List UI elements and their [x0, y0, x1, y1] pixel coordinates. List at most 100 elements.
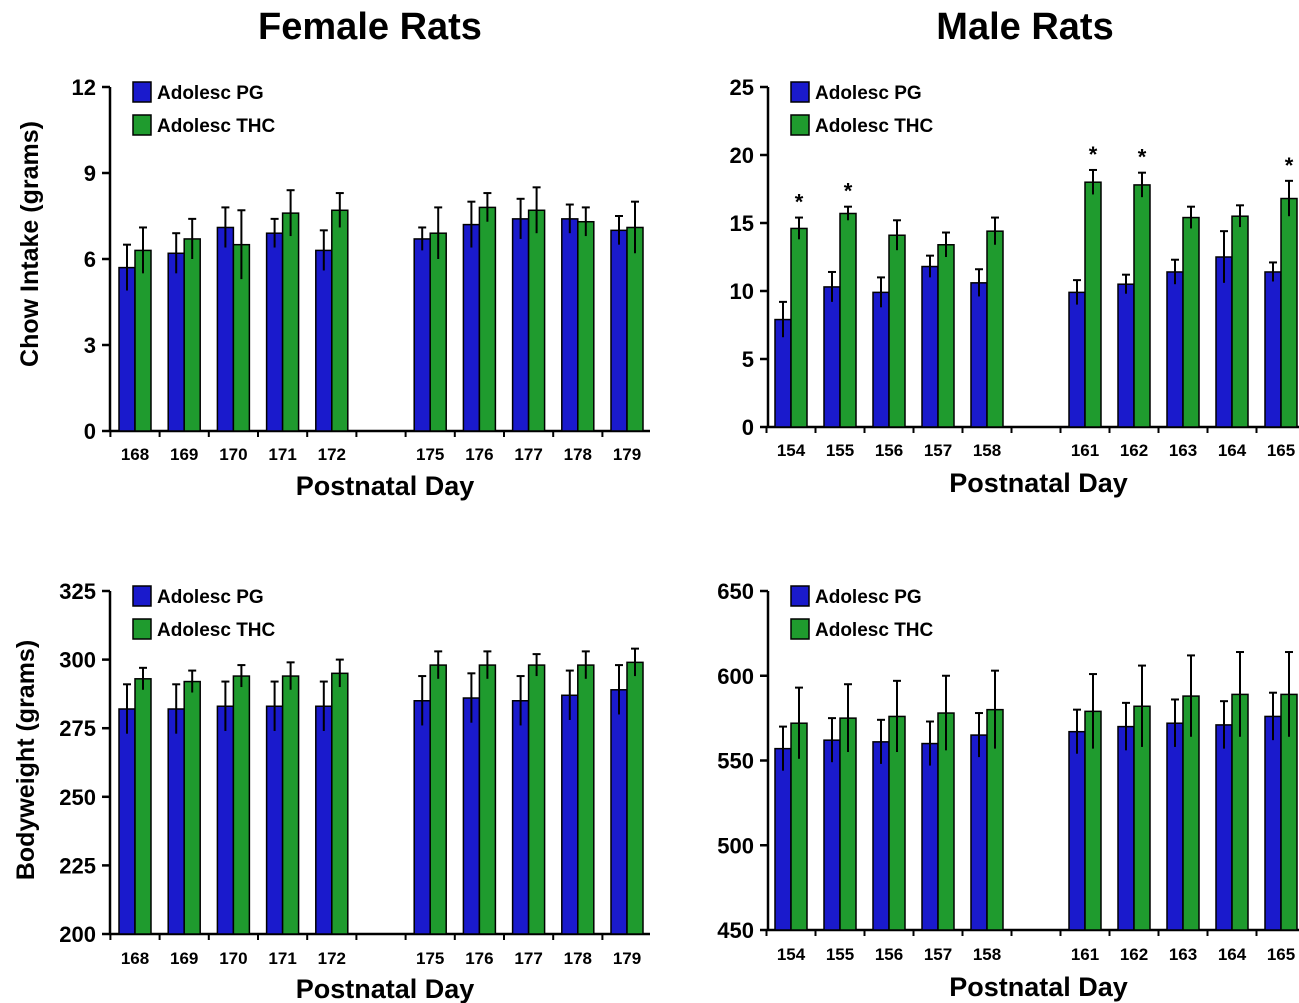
y-tick-label: 5	[742, 347, 754, 372]
bar-pg-176	[462, 697, 481, 935]
bar-pg-163	[1166, 271, 1184, 428]
x-tick-label: 179	[613, 445, 641, 464]
x-tick-label: 161	[1071, 945, 1099, 964]
bar-thc-158	[986, 230, 1004, 428]
legend-swatch-pg	[790, 81, 810, 103]
legend-label-pg: Adolesc PG	[815, 83, 922, 104]
bar-pg-162	[1117, 725, 1135, 931]
chart-female-weight: 200 225 250 275 300 325 168 169 170 171 172 175 176 1…	[12, 579, 650, 1003]
x-tick-label: 158	[973, 945, 1001, 964]
bar-pg-179	[610, 229, 628, 432]
legend-swatch-pg	[790, 585, 810, 607]
y-tick-label: 500	[717, 833, 754, 858]
x-tick-label: 164	[1218, 945, 1247, 964]
x-tick-label: 169	[170, 949, 198, 968]
bar-pg-156	[872, 741, 890, 931]
bar-thc-176	[478, 664, 497, 935]
bar-pg-171	[265, 232, 284, 432]
bar-thc-155	[839, 212, 857, 428]
y-tick-label: 550	[717, 749, 754, 774]
bar-thc-165	[1280, 197, 1298, 428]
y-tick-label: 250	[59, 785, 96, 810]
legend-swatch-thc	[790, 114, 810, 136]
bar-thc-161	[1084, 181, 1102, 428]
bar-pg-179	[610, 689, 628, 935]
bar-pg-175	[413, 238, 431, 432]
female-column-title: Female Rats	[258, 6, 482, 48]
x-tick-label: 175	[416, 949, 444, 968]
bar-thc-162	[1133, 184, 1151, 428]
y-tick-label: 9	[84, 161, 96, 186]
x-tick-label: 155	[826, 945, 854, 964]
legend-label-thc: Adolesc THC	[815, 116, 934, 137]
bar-thc-177	[527, 664, 546, 935]
bar-pg-158	[970, 734, 988, 931]
x-tick-label: 176	[465, 949, 493, 968]
x-tick-label: 177	[514, 949, 542, 968]
x-tick-label: 156	[875, 945, 903, 964]
legend-label-pg: Adolesc PG	[157, 83, 264, 104]
bar-thc-157	[937, 244, 955, 428]
y-tick-label: 450	[717, 918, 754, 943]
x-tick-label: 177	[514, 445, 542, 464]
y-axis-label: Chow Intake (grams)	[16, 121, 44, 367]
x-axis-label: Postnatal Day	[949, 468, 1128, 498]
y-tick-label: 225	[59, 853, 96, 878]
bar-pg-156	[872, 291, 890, 428]
x-axis-label: Postnatal Day	[949, 972, 1128, 1002]
bar-thc-175	[429, 664, 447, 935]
y-tick-label: 600	[717, 664, 754, 689]
legend-swatch-thc	[790, 618, 810, 640]
x-tick-label: 162	[1120, 441, 1148, 460]
x-tick-label: 157	[924, 441, 952, 460]
bar-thc-178	[577, 220, 595, 432]
bar-pg-158	[970, 282, 988, 428]
male-column-title: Male Rats	[936, 6, 1114, 48]
x-tick-label: 157	[924, 945, 952, 964]
bar-pg-161	[1068, 291, 1086, 428]
bar-thc-171	[281, 675, 300, 935]
x-tick-label: 154	[777, 945, 806, 964]
bar-thc-178	[577, 664, 595, 935]
bar-pg-177	[511, 700, 530, 935]
x-tick-label: 154	[777, 441, 806, 460]
bar-pg-172	[315, 249, 333, 432]
y-tick-label: 25	[730, 75, 754, 100]
x-tick-label: 172	[318, 445, 346, 464]
x-tick-label: 165	[1267, 945, 1295, 964]
legend-label-pg: Adolesc PG	[815, 587, 922, 608]
x-tick-label: 165	[1267, 441, 1295, 460]
bar-pg-172	[315, 705, 333, 935]
significance-marker: *	[1285, 153, 1294, 178]
y-tick-label: 6	[84, 247, 96, 272]
bar-pg-154	[774, 747, 792, 931]
y-tick-label: 200	[59, 922, 96, 947]
bar-thc-179	[626, 226, 644, 432]
y-tick-label: 650	[717, 579, 754, 604]
bar-pg-164	[1215, 724, 1233, 931]
bar-pg-163	[1166, 722, 1184, 931]
bar-thc-175	[429, 232, 447, 432]
bar-pg-176	[462, 223, 481, 432]
x-tick-label: 170	[219, 445, 247, 464]
bar-pg-178	[561, 694, 579, 935]
bar-pg-168	[118, 708, 136, 935]
y-tick-label: 0	[742, 415, 754, 440]
bar-pg-165	[1264, 271, 1282, 428]
bar-thc-171	[281, 212, 300, 432]
x-axis-label: Postnatal Day	[296, 974, 475, 1003]
bar-pg-162	[1117, 283, 1135, 428]
chart-male-intake: 0 5 10 15 20 25 154 155 156 157 158 161 162 163 164 165…	[730, 75, 1299, 498]
bar-thc-176	[478, 206, 497, 432]
bar-pg-165	[1264, 715, 1282, 931]
legend-swatch-pg	[132, 81, 152, 103]
bar-thc-154	[790, 227, 808, 428]
bar-pg-157	[921, 265, 939, 428]
bar-thc-156	[888, 234, 906, 428]
y-tick-label: 12	[72, 75, 96, 100]
chart-male-weight: 450 500 550 600 650 154 155 156 157 158 161 162 163 1…	[717, 579, 1299, 1002]
y-tick-label: 275	[59, 716, 96, 741]
bar-thc-169	[183, 238, 201, 432]
bar-pg-177	[511, 218, 530, 432]
